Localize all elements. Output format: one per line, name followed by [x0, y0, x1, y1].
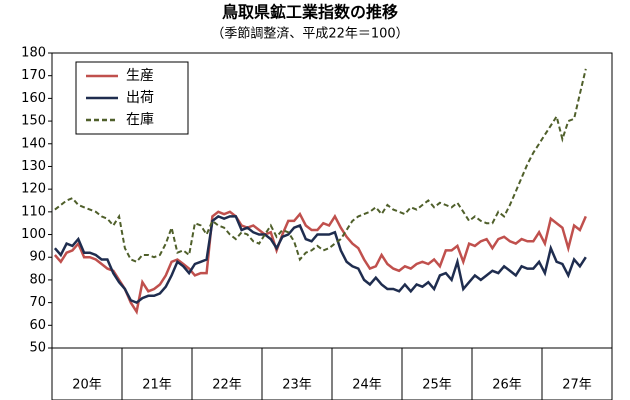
y-tick-label: 180	[21, 46, 46, 61]
y-tick-label: 100	[21, 227, 46, 242]
legend-label: 出荷	[126, 90, 154, 106]
x-tick-label: 25年	[422, 378, 452, 393]
x-tick-label: 23年	[282, 378, 312, 393]
legend-label: 生産	[126, 68, 154, 84]
x-tick-label: 26年	[492, 378, 522, 393]
x-tick-label: 27年	[562, 378, 592, 393]
y-tick-label: 50	[29, 341, 46, 356]
chart-title: 鳥取県鉱工業指数の推移	[222, 3, 398, 22]
x-tick-label: 21年	[142, 378, 172, 393]
y-tick-label: 110	[21, 204, 46, 219]
y-tick-label: 140	[21, 136, 46, 151]
series-line	[53, 214, 587, 305]
y-tick-label: 170	[21, 68, 46, 83]
chart-subtitle: （季節調整済、平成22年＝100）	[211, 26, 408, 42]
y-tick-label: 130	[21, 159, 46, 174]
y-tick-label: 60	[29, 318, 46, 333]
series-line	[53, 210, 587, 316]
series-line	[54, 68, 587, 263]
y-tick-label: 120	[21, 182, 46, 197]
y-tick-label: 80	[29, 272, 46, 287]
y-tick-label: 160	[21, 91, 46, 106]
x-tick-label: 24年	[352, 378, 382, 393]
y-tick-label: 90	[29, 250, 46, 265]
x-tick-label: 20年	[72, 378, 102, 393]
legend-label: 在庫	[126, 111, 154, 128]
y-tick-label: 70	[29, 295, 46, 310]
y-tick-label: 150	[21, 114, 46, 129]
x-tick-label: 22年	[212, 378, 242, 393]
